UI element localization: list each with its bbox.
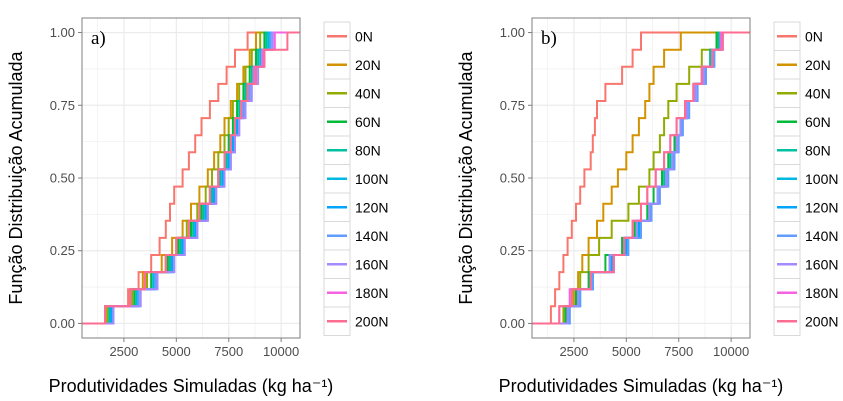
legend-label: 160N <box>805 256 838 272</box>
legend-label: 80N <box>805 142 831 158</box>
legend-label: 160N <box>355 256 388 272</box>
legend-item-140n: 140N <box>773 221 838 251</box>
legend-label: 80N <box>355 142 381 158</box>
chart-panel-b: 0.00 0.25 0.50 0.75 1.00 2500 5000 7500 10000 Pro… <box>456 17 838 396</box>
legend-item-20n: 20N <box>323 50 381 80</box>
legend-label: 200N <box>355 313 388 329</box>
series-line-200n <box>532 31 750 325</box>
legend-label: 0N <box>805 28 823 44</box>
legend-item-120n: 120N <box>323 192 388 222</box>
legend-item-180n: 180N <box>773 278 838 308</box>
series-line-140n <box>532 31 750 325</box>
x-tick-label: 5000 <box>162 344 191 359</box>
series-line-0n <box>532 31 750 325</box>
y-tick-label: 0.50 <box>50 171 75 186</box>
legend-item-100n: 100N <box>323 164 388 194</box>
legend-label: 60N <box>805 114 831 130</box>
legend-item-180n: 180N <box>323 278 388 308</box>
legend-label: 40N <box>805 85 831 101</box>
y-axis-title: Função Distribuição Acumulada <box>6 50 26 304</box>
x-axis-title: Produtividades Simuladas (kg ha⁻¹) <box>499 376 784 396</box>
legend-item-20n: 20N <box>773 50 831 80</box>
legend-label: 180N <box>355 285 388 301</box>
y-tick-label: 0.50 <box>500 171 525 186</box>
y-tick-label: 0.00 <box>50 316 75 331</box>
legend-label: 140N <box>355 228 388 244</box>
legend-item-40n: 40N <box>323 78 381 108</box>
y-tick-label: 0.25 <box>50 243 75 258</box>
legend-label: 40N <box>355 85 381 101</box>
chart-panel-a: 0.00 0.25 0.50 0.75 1.00 2500 5000 7500 10000 Pro… <box>6 17 388 396</box>
x-tick-label: 7500 <box>664 344 693 359</box>
legend-item-140n: 140N <box>323 221 388 251</box>
legend-label: 180N <box>805 285 838 301</box>
legend-item-60n: 60N <box>773 107 831 137</box>
series-line-40n <box>82 31 300 325</box>
panel-label: a) <box>91 28 106 49</box>
legend-item-80n: 80N <box>773 135 831 165</box>
series-line-40n <box>532 31 750 325</box>
panel-label: b) <box>541 28 557 49</box>
x-tick-label: 10000 <box>713 344 749 359</box>
x-tick-label: 2500 <box>559 344 588 359</box>
legend-label: 120N <box>355 199 388 215</box>
legend-label: 200N <box>805 313 838 329</box>
legend-item-40n: 40N <box>773 78 831 108</box>
x-tick-label: 7500 <box>214 344 243 359</box>
legend-item-60n: 60N <box>323 107 381 137</box>
legend-label: 120N <box>805 199 838 215</box>
legend-item-160n: 160N <box>323 249 388 279</box>
legend: 0N 20N 40N 60N 80N 100N 120N 140N 160N 180N 200N <box>773 21 838 336</box>
series-line-20n <box>532 31 750 325</box>
legend-label: 0N <box>355 28 373 44</box>
legend-item-200n: 200N <box>323 306 388 336</box>
x-tick-label: 10000 <box>263 344 299 359</box>
legend-label: 20N <box>355 57 381 73</box>
legend-item-160n: 160N <box>773 249 838 279</box>
y-tick-label: 0.00 <box>500 316 525 331</box>
legend-item-120n: 120N <box>773 192 838 222</box>
y-axis-title: Função Distribuição Acumulada <box>456 50 476 304</box>
x-axis-title: Produtividades Simuladas (kg ha⁻¹) <box>49 376 334 396</box>
series-line-0n <box>82 31 300 325</box>
legend-label: 20N <box>805 57 831 73</box>
series-line-200n <box>82 31 300 325</box>
legend-item-0n: 0N <box>773 21 823 51</box>
y-tick-label: 0.25 <box>500 243 525 258</box>
legend-label: 140N <box>805 228 838 244</box>
legend-label: 100N <box>805 171 838 187</box>
grid-lines <box>82 18 300 338</box>
series-line-20n <box>82 31 300 325</box>
legend-label: 100N <box>355 171 388 187</box>
series-line-160n <box>82 31 300 325</box>
y-tick-label: 0.75 <box>50 98 75 113</box>
x-tick-label: 5000 <box>612 344 641 359</box>
legend-item-100n: 100N <box>773 164 838 194</box>
x-tick-label: 2500 <box>109 344 138 359</box>
legend-item-0n: 0N <box>323 21 373 51</box>
series-lines <box>82 31 300 325</box>
series-lines <box>532 31 750 325</box>
y-tick-label: 1.00 <box>500 25 525 40</box>
legend-item-200n: 200N <box>773 306 838 336</box>
legend-item-80n: 80N <box>323 135 381 165</box>
y-tick-label: 0.75 <box>500 98 525 113</box>
y-tick-label: 1.00 <box>50 25 75 40</box>
legend: 0N 20N 40N 60N 80N 100N 120N 140N 160N 180N 200N <box>323 21 388 336</box>
legend-label: 60N <box>355 114 381 130</box>
